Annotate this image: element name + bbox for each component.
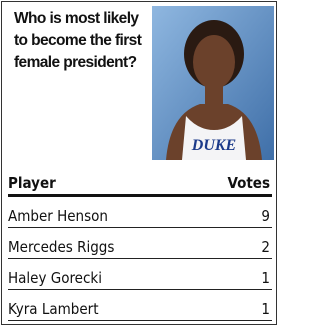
table-header: Player Votes [8, 172, 272, 197]
vote-count: 1 [261, 269, 270, 287]
table-row: Haley Gorecki 1 [8, 259, 272, 290]
header-cell: Votes [227, 174, 270, 192]
jersey-text: DUKE [191, 137, 236, 154]
poll-card: Who is most likely to become the first f… [1, 1, 277, 325]
vote-count: 9 [261, 207, 270, 225]
vote-count: 1 [261, 300, 270, 318]
player-name: Mercedes Riggs [8, 238, 114, 256]
player-name: Amber Henson [8, 207, 108, 225]
vote-count: 2 [261, 238, 270, 256]
table-row: Mercedes Riggs 2 [8, 228, 272, 259]
votes-table: Player Votes Amber Henson 9 Mercedes Riggs… [8, 172, 272, 321]
header-cell: Player [8, 174, 56, 192]
player-photo: DUKE [152, 6, 274, 160]
player-name: Kyra Lambert [8, 300, 98, 318]
page: Who is most likely to become the first f… [0, 0, 278, 326]
table-row: Kyra Lambert 1 [8, 290, 272, 321]
player-name: Haley Gorecki [8, 269, 102, 287]
table-row: Amber Henson 9 [8, 197, 272, 228]
question: Who is most likely to become the first f… [14, 8, 148, 74]
